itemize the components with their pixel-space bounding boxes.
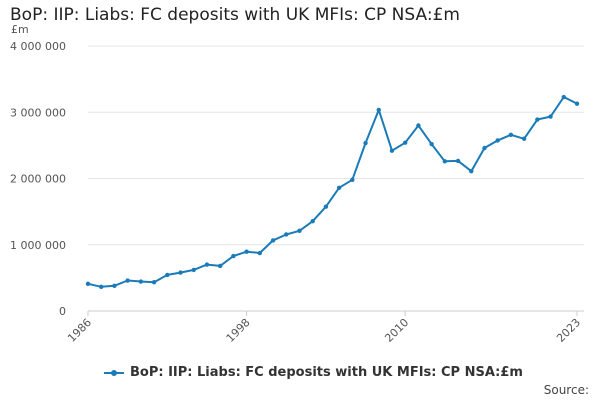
data-point[interactable] (231, 253, 236, 259)
data-point[interactable] (310, 219, 315, 224)
data-point[interactable] (416, 123, 421, 128)
y-axis-unit-label: £m (11, 23, 29, 36)
x-axis: 1986 1998 2010 2023 (65, 311, 583, 345)
y-tick-label: 0 (59, 305, 66, 318)
data-point[interactable] (561, 94, 566, 100)
x-tick-label: 1998 (224, 316, 253, 345)
legend-line-marker-icon (104, 368, 124, 378)
data-point[interactable] (151, 279, 157, 285)
x-tick-label: 1986 (65, 316, 94, 345)
data-point[interactable] (455, 158, 461, 164)
chart-title: BoP: IIP: Liabs: FC deposits with UK MFI… (10, 5, 460, 25)
data-point[interactable] (482, 145, 487, 151)
data-point[interactable] (191, 267, 196, 273)
data-point[interactable] (125, 278, 130, 283)
data-point[interactable] (99, 284, 104, 290)
data-point[interactable] (323, 204, 329, 209)
series-group (85, 94, 580, 290)
data-point[interactable] (429, 141, 434, 147)
legend-label: BoP: IIP: Liabs: FC deposits with UK MFI… (130, 365, 523, 380)
data-point[interactable] (469, 169, 474, 174)
data-point[interactable] (376, 107, 381, 113)
data-point[interactable] (363, 140, 368, 146)
data-point[interactable] (270, 238, 276, 243)
data-point[interactable] (85, 281, 91, 287)
data-point[interactable] (548, 114, 553, 119)
data-point[interactable] (297, 228, 302, 234)
source-label: Source: (543, 383, 589, 397)
x-tick-label: 2023 (554, 316, 583, 345)
data-point[interactable] (402, 140, 408, 145)
data-point[interactable] (217, 263, 223, 269)
y-axis: 0 1 000 000 2 000 000 3 000 000 4 000 000 £m (10, 23, 66, 318)
series-line (87, 96, 578, 288)
data-point[interactable] (350, 177, 355, 183)
y-tick-label: 3 000 000 (10, 106, 66, 119)
data-point[interactable] (495, 138, 500, 143)
data-point[interactable] (535, 117, 540, 122)
x-tick-label: 2010 (382, 316, 411, 345)
data-point[interactable] (521, 136, 527, 141)
data-point[interactable] (336, 185, 342, 190)
y-tick-label: 4 000 000 (10, 40, 66, 53)
grid-lines (88, 45, 584, 312)
data-point[interactable] (165, 272, 170, 278)
data-point[interactable] (178, 270, 183, 275)
data-point[interactable] (574, 101, 580, 106)
legend: BoP: IIP: Liabs: FC deposits with UK MFI… (104, 365, 523, 380)
data-point[interactable] (257, 250, 263, 256)
data-point[interactable] (244, 249, 249, 254)
data-point[interactable] (204, 262, 210, 267)
y-tick-label: 2 000 000 (10, 173, 66, 186)
data-point[interactable] (442, 159, 448, 164)
y-tick-label: 1 000 000 (10, 239, 66, 252)
data-point[interactable] (508, 132, 514, 137)
data-point[interactable] (138, 279, 144, 284)
data-point[interactable] (389, 148, 395, 153)
data-point[interactable] (284, 232, 289, 237)
data-point[interactable] (112, 283, 117, 289)
